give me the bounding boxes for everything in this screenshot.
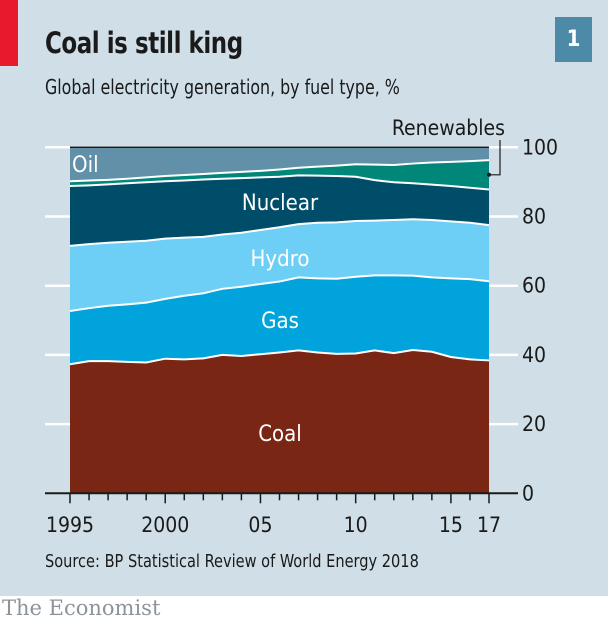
label-nuclear: Nuclear — [242, 191, 319, 216]
y-tick-label-0: 0 — [522, 481, 534, 505]
y-tick-label-100: 100 — [522, 135, 558, 159]
renewables-leader-dot — [487, 172, 491, 177]
separator-gas — [69, 274, 490, 312]
chart-number-badge: 1 — [555, 17, 592, 62]
label-hydro: Hydro — [251, 247, 310, 272]
source-note: Source: BP Statistical Review of World E… — [45, 551, 419, 572]
publisher-logo: The Economist — [2, 596, 161, 620]
axes: 0 20 40 60 80 100 1995 2000 05 10 15 17 — [45, 135, 558, 537]
x-tick-label-1995: 1995 — [46, 513, 94, 537]
separator-nuclear — [69, 174, 490, 191]
area-hydro — [70, 219, 489, 311]
chart-subtitle: Global electricity generation, by fuel t… — [45, 75, 400, 99]
area-renewables — [70, 160, 489, 190]
label-renewables: Renewables — [392, 116, 505, 140]
label-oil: Oil — [72, 153, 99, 178]
x-tick-label-10: 10 — [344, 513, 368, 537]
x-tick-label-05: 05 — [248, 513, 272, 537]
renewables-leader-line — [489, 140, 501, 176]
label-coal: Coal — [258, 422, 302, 447]
stacked-area-chart: 0 20 40 60 80 100 1995 2000 05 10 15 17 Oil Nuclear… — [45, 116, 558, 537]
y-tick-label-60: 60 — [522, 274, 546, 298]
separator-renewables — [69, 159, 490, 183]
area-coal — [70, 350, 489, 494]
x-tick-label-15: 15 — [439, 513, 463, 537]
x-tick-label-17: 17 — [477, 513, 501, 537]
x-tick-label-2000: 2000 — [141, 513, 189, 537]
separator-hydro — [69, 218, 490, 247]
separator-coal — [69, 349, 490, 366]
accent-bar — [0, 0, 18, 66]
y-tick-label-80: 80 — [522, 205, 546, 229]
chart-title: Coal is still king — [45, 26, 243, 60]
label-gas: Gas — [261, 309, 299, 334]
area-oil — [70, 147, 489, 182]
y-tick-label-20: 20 — [522, 412, 546, 436]
area-labels: Oil Nuclear Hydro Gas Coal Renewables — [72, 116, 505, 447]
areas — [69, 147, 490, 494]
y-tick-label-40: 40 — [522, 343, 546, 367]
area-nuclear — [70, 175, 489, 246]
